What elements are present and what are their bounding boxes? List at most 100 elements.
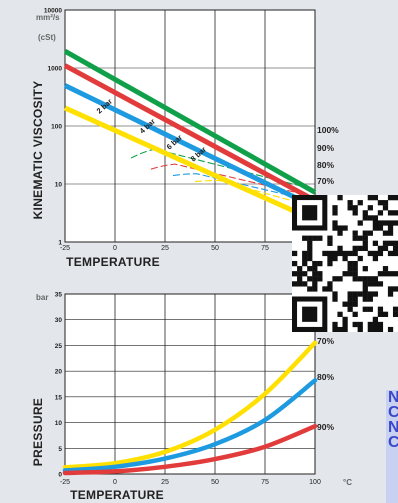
- viscosity-x-axis-title: TEMPERATURE: [66, 255, 160, 269]
- qr-module: [377, 220, 384, 226]
- qr-module: [372, 326, 379, 333]
- qr-module: [387, 240, 394, 246]
- viscosity-unit-line2: (cSt): [38, 33, 56, 42]
- y-tick-label: 25: [55, 343, 63, 350]
- qr-module: [387, 225, 394, 231]
- pressure-curve-2: [150, 163, 316, 198]
- qr-module: [342, 250, 348, 257]
- qr-module: [332, 321, 338, 328]
- qr-module: [377, 306, 384, 312]
- qr-module: [352, 276, 358, 282]
- qr-module: [382, 311, 389, 317]
- qr-module: [392, 286, 398, 292]
- qr-module: [352, 291, 358, 297]
- qr-module: [382, 200, 389, 206]
- y-tick-label: 20: [55, 369, 63, 376]
- qr-module: [387, 195, 394, 201]
- qr-module: [352, 230, 358, 236]
- pressure-line-70pct: [62, 340, 318, 470]
- qr-module: [357, 291, 363, 297]
- qr-module: [352, 260, 358, 267]
- qr-module: [307, 276, 313, 282]
- x-tick-label: -25: [60, 479, 70, 486]
- qr-module: [372, 250, 379, 257]
- qr-module: [327, 250, 333, 257]
- series-label: 70%: [317, 336, 334, 346]
- qr-module: [292, 260, 298, 267]
- qr-module: [372, 316, 379, 323]
- qr-finder-center: [302, 205, 318, 221]
- qr-module: [357, 245, 363, 252]
- qr-module: [362, 235, 368, 241]
- qr-module: [312, 266, 318, 272]
- y-tick-label: 10: [55, 420, 63, 427]
- qr-module: [347, 291, 353, 297]
- qr-module: [382, 266, 389, 272]
- qr-module: [337, 276, 343, 282]
- x-tick-label: 75: [261, 479, 269, 486]
- qr-module: [382, 205, 389, 211]
- qr-module: [387, 230, 394, 236]
- qr-module: [297, 271, 303, 277]
- x-tick-label: 50: [211, 245, 219, 252]
- qr-module: [317, 276, 323, 282]
- qr-module: [352, 321, 358, 328]
- qr-module: [312, 235, 318, 241]
- qr-module: [377, 281, 384, 287]
- qr-module: [372, 255, 379, 262]
- side-letter: C: [388, 434, 398, 451]
- qr-module: [372, 321, 379, 328]
- qr-module: [387, 291, 394, 297]
- qr-module: [352, 296, 358, 302]
- qr-module: [292, 250, 298, 257]
- qr-module: [327, 286, 333, 292]
- x-tick-label: 75: [261, 245, 269, 252]
- qr-module: [392, 250, 398, 257]
- qr-module: [367, 281, 373, 287]
- viscosity-unit-line1: mm²/s: [36, 13, 60, 22]
- qr-module: [337, 225, 343, 231]
- qr-module: [377, 271, 384, 277]
- pressure-y-ticks: 0 5 10 15 20 25 30 35: [55, 292, 63, 479]
- pressure-series: [62, 340, 318, 476]
- pressure-curve-4: [194, 179, 316, 208]
- qr-module: [297, 276, 303, 282]
- qr-module: [382, 240, 389, 246]
- viscosity-series-labels: 100% 90% 80% 70%: [317, 125, 339, 186]
- series-label: 70%: [317, 176, 334, 186]
- qr-module: [302, 271, 308, 277]
- qr-module: [312, 260, 318, 267]
- qr-module: [342, 255, 348, 262]
- qr-module: [292, 271, 298, 277]
- x-tick-label: 0: [113, 479, 117, 486]
- pressure-y-axis-title: PRESSURE: [31, 398, 45, 466]
- qr-module: [372, 220, 379, 226]
- qr-module: [352, 210, 358, 216]
- qr-module: [337, 311, 343, 317]
- qr-module: [352, 311, 358, 317]
- qr-module: [342, 321, 348, 328]
- qr-module: [372, 281, 379, 287]
- qr-module: [302, 235, 308, 241]
- qr-module: [317, 271, 323, 277]
- qr-module: [352, 205, 358, 211]
- qr-module: [357, 235, 363, 241]
- series-label: 80%: [317, 160, 334, 170]
- qr-module: [297, 281, 303, 287]
- qr-module: [337, 195, 343, 201]
- qr-module: [377, 321, 384, 328]
- qr-module: [362, 296, 368, 302]
- qr-module: [307, 286, 313, 292]
- qr-module: [337, 250, 343, 257]
- viscosity-chart: -25 0 25 50 75 10000 1000 100 10 1 100% 90% 80% 70%…: [31, 8, 339, 270]
- qr-module: [312, 276, 318, 282]
- qr-module: [302, 260, 308, 267]
- viscosity-y-axis-title: KINEMATIC VISCOSITY: [31, 81, 45, 220]
- qr-module: [387, 326, 394, 333]
- qr-module: [302, 255, 308, 262]
- qr-module: [357, 200, 363, 206]
- qr-module: [382, 271, 389, 277]
- qr-module: [322, 250, 328, 257]
- qr-module: [377, 245, 384, 252]
- qr-module: [387, 220, 394, 226]
